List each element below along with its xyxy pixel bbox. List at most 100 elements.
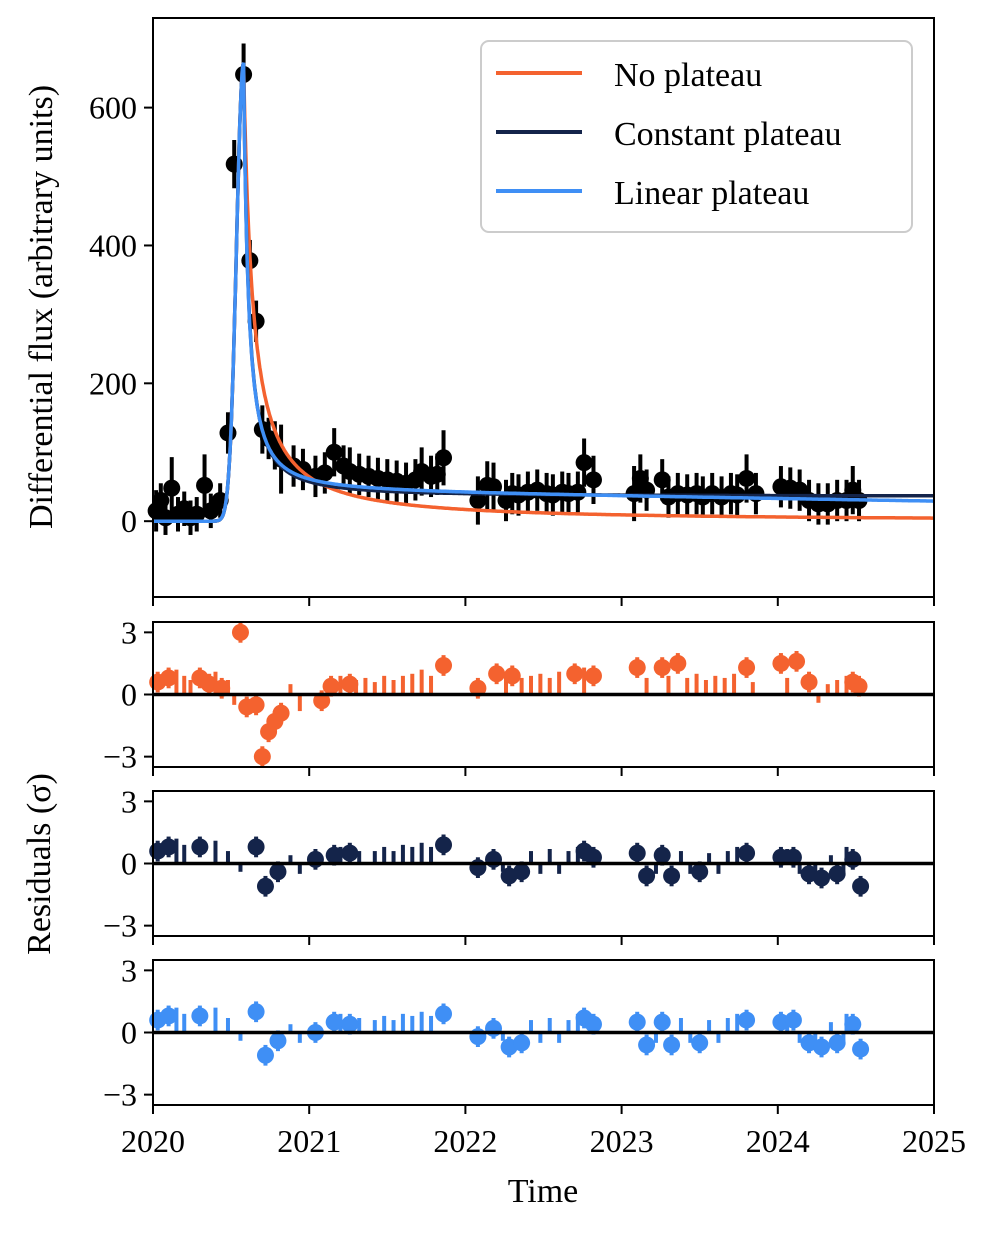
- flux-panel: 0 200 400 600 No plateau Constant plateau L…: [23, 17, 935, 606]
- residual-point: [256, 1046, 274, 1064]
- residual-point: [325, 846, 343, 864]
- x-axis-ticks: 2020 2021 2022 2023 2024 2025: [121, 1123, 966, 1159]
- residual-y-tick-label: −3: [103, 1077, 137, 1113]
- residual-point: [784, 1011, 802, 1029]
- residual-point: [828, 865, 846, 883]
- residual-point: [253, 748, 271, 766]
- residual-point: [850, 677, 868, 695]
- residual-point: [852, 1040, 870, 1058]
- residual-point: [584, 848, 602, 866]
- flux-data-point: [219, 424, 237, 442]
- residual-point: [341, 844, 359, 862]
- residual-point: [738, 1011, 756, 1029]
- residual-panel-constant-plateau: −3 0 3: [103, 783, 935, 945]
- residual-point: [772, 654, 790, 672]
- flux-data-point: [188, 505, 206, 523]
- flux-data-layer: [147, 43, 868, 535]
- x-tick-label: 2022: [433, 1123, 497, 1159]
- residual-point: [503, 667, 521, 685]
- residual-point: [247, 838, 265, 856]
- residual-point: [160, 669, 178, 687]
- residual-panel-linear-plateau: −3 0 3: [103, 952, 935, 1114]
- residual-point: [341, 675, 359, 693]
- residual-point: [341, 1015, 359, 1033]
- residual-point: [653, 846, 671, 864]
- residual-point: [269, 863, 287, 881]
- flux-y-axis-label: Differential flux (arbitrary units): [23, 85, 60, 529]
- residual-point: [191, 838, 209, 856]
- flux-axes-frame: [152, 17, 935, 598]
- residual-point: [691, 1034, 709, 1052]
- flux-data-point: [435, 449, 453, 467]
- residual-point: [325, 1013, 343, 1031]
- x-tick-label: 2023: [590, 1123, 654, 1159]
- residual-point: [469, 859, 487, 877]
- residual-point: [828, 1034, 846, 1052]
- flux-y-ticks: 0 200 400 600: [89, 90, 153, 539]
- residual-point: [663, 867, 681, 885]
- residual-point: [772, 1013, 790, 1031]
- residual-point: [306, 850, 324, 868]
- residual-point: [663, 1036, 681, 1054]
- residual-point: [160, 838, 178, 856]
- x-tick-label: 2021: [277, 1123, 341, 1159]
- residual-point: [638, 867, 656, 885]
- residual-point: [800, 673, 818, 691]
- residual-panels: −3 0 3 −3 0 3 −3 0 3: [103, 614, 935, 1114]
- residual-point: [584, 667, 602, 685]
- curve-linear-plateau: [153, 62, 934, 523]
- residual-point: [813, 869, 831, 887]
- residual-point: [485, 1019, 503, 1037]
- residual-y-tick-label: 3: [121, 952, 137, 988]
- legend-box: [480, 40, 913, 233]
- residual-y-tick-label: −3: [103, 739, 137, 775]
- residual-point: [435, 657, 453, 674]
- residuals-y-axis-label: Residuals (σ): [21, 773, 58, 955]
- residual-point: [738, 659, 756, 677]
- x-tick-label: 2025: [902, 1123, 966, 1159]
- legend-label-linear-plateau: Linear plateau: [614, 175, 809, 212]
- residual-point: [322, 677, 340, 695]
- residual-point: [628, 844, 646, 862]
- residual-point: [256, 877, 274, 895]
- x-tick-label: 2020: [121, 1123, 185, 1159]
- residual-point: [691, 863, 709, 881]
- residual-point: [469, 679, 487, 697]
- flux-data-point: [325, 443, 343, 461]
- flux-data-point: [316, 464, 334, 482]
- residual-point: [435, 1005, 453, 1023]
- residual-point: [469, 1028, 487, 1046]
- residual-point: [852, 877, 870, 895]
- legend-label-no-plateau: No plateau: [614, 57, 762, 94]
- residual-y-tick-label: 0: [121, 677, 137, 713]
- residual-y-tick-label: −3: [103, 908, 137, 944]
- flux-data-point: [575, 454, 593, 472]
- residual-point: [638, 1036, 656, 1054]
- flux-x-ticks: [152, 597, 935, 606]
- legend: No plateau Constant plateau Linear plate…: [480, 40, 913, 233]
- residual-point: [247, 1003, 265, 1021]
- residual-point: [488, 665, 506, 683]
- residual-point: [844, 850, 862, 868]
- flux-data-point: [196, 476, 214, 494]
- flux-data-point: [469, 492, 487, 509]
- model-curves: [153, 62, 934, 523]
- residual-point: [213, 679, 231, 697]
- flux-y-tick-label: 400: [89, 227, 137, 263]
- residual-point: [653, 659, 671, 677]
- residual-point: [247, 696, 265, 714]
- flux-data-point: [738, 469, 756, 487]
- x-axis-label: Time: [508, 1173, 579, 1210]
- residual-point: [313, 692, 331, 710]
- residual-point: [272, 704, 290, 722]
- legend-label-constant-plateau: Constant plateau: [614, 116, 842, 153]
- residual-point: [628, 659, 646, 677]
- residual-point: [772, 848, 790, 866]
- residual-point: [566, 665, 584, 683]
- residual-point: [584, 1015, 602, 1033]
- residual-point: [628, 1013, 646, 1031]
- residual-point: [160, 1007, 178, 1025]
- residual-point: [191, 1007, 209, 1025]
- curve-no-plateau: [153, 62, 934, 523]
